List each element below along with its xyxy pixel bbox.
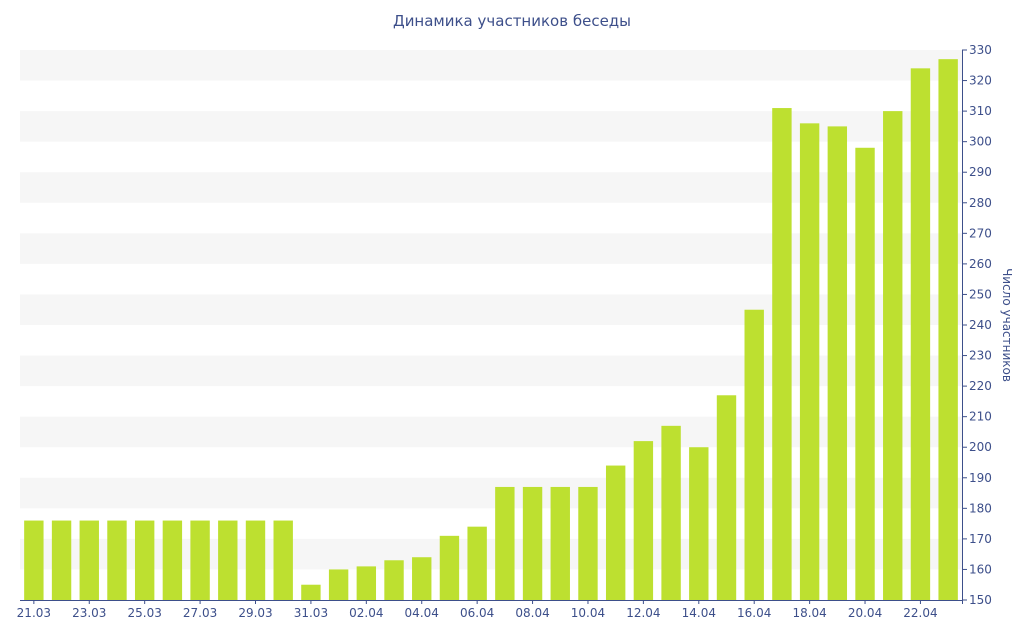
grid-band (20, 355, 962, 387)
grid-band (20, 233, 962, 264)
grid-band (20, 172, 962, 203)
bar-14.04[interactable] (689, 447, 709, 600)
bar-10.04[interactable] (578, 486, 598, 600)
grid-band (20, 294, 962, 325)
bar-20.04[interactable] (855, 147, 875, 600)
bar-17.04[interactable] (772, 108, 792, 601)
grid-band (20, 416, 962, 448)
y-tick-label: 330 (969, 43, 992, 57)
bar-16.04[interactable] (744, 309, 764, 600)
bar-06.04[interactable] (467, 526, 487, 600)
bar-31.03[interactable] (301, 584, 321, 600)
bar-02.04[interactable] (356, 566, 377, 600)
x-axis: 21.03 23.03 25.03 27.03 29.03 31.03 02.04 04.04… (17, 600, 962, 620)
bar-23.04[interactable] (938, 59, 958, 600)
y-tick-label: 300 (969, 135, 992, 149)
y-tick-label: 190 (969, 471, 992, 485)
y-tick-label: 280 (969, 196, 992, 210)
x-tick-label: 21.03 (17, 606, 51, 620)
bar-12.04[interactable] (633, 441, 654, 600)
y-tick-label: 240 (969, 318, 992, 332)
y-tick-label: 250 (969, 287, 992, 301)
bar-08.04[interactable] (522, 486, 543, 600)
y-tick-label: 270 (969, 226, 992, 240)
bar-15.04[interactable] (716, 395, 737, 600)
x-tick-label: 27.03 (183, 606, 217, 620)
bar-03.04[interactable] (384, 560, 404, 600)
bar-23.03[interactable] (79, 520, 99, 600)
y-tick-label: 170 (969, 532, 992, 546)
x-tick-label: 10.04 (571, 606, 605, 620)
y-tick-label: 180 (969, 501, 992, 515)
bar-09.04[interactable] (550, 486, 570, 600)
bar-04.04[interactable] (412, 557, 432, 600)
y-axis: 150 160 170 180 190 200 210 220 230 240 250 260 270 2… (962, 43, 992, 607)
x-tick-label: 02.04 (349, 606, 383, 620)
bar-21.03[interactable] (24, 520, 44, 600)
bar-21.04[interactable] (883, 111, 903, 600)
y-axis-title: Число участников (1000, 268, 1014, 382)
y-tick-label: 200 (969, 440, 992, 454)
x-tick-label: 25.03 (127, 606, 161, 620)
bar-22.04[interactable] (910, 68, 931, 601)
y-tick-label: 290 (969, 165, 992, 179)
bar-19.04[interactable] (827, 126, 848, 600)
bar-24.03[interactable] (107, 520, 127, 600)
x-tick-label: 20.04 (848, 606, 882, 620)
y-tick-label: 150 (969, 593, 992, 607)
grid-band (20, 477, 962, 509)
x-tick-label: 06.04 (460, 606, 494, 620)
y-tick-label: 260 (969, 257, 992, 271)
grid-band (20, 538, 962, 570)
bar-13.04[interactable] (661, 425, 681, 600)
grid-band (20, 111, 962, 142)
bar-26.03[interactable] (162, 520, 183, 600)
x-tick-label: 12.04 (626, 606, 660, 620)
bar-07.04[interactable] (495, 486, 515, 600)
bar-29.03[interactable] (245, 520, 266, 600)
x-tick-label: 14.04 (682, 606, 716, 620)
x-tick-label: 23.03 (72, 606, 106, 620)
chart-title: Динамика участников беседы (392, 12, 632, 30)
x-tick-label: 18.04 (792, 606, 826, 620)
bar-01.04[interactable] (328, 569, 349, 600)
x-tick-label: 16.04 (737, 606, 771, 620)
bar-11.04[interactable] (605, 465, 626, 600)
x-tick-label: 31.03 (294, 606, 328, 620)
bar-25.03[interactable] (134, 520, 155, 600)
y-tick-label: 210 (969, 410, 992, 424)
x-tick-label: 29.03 (238, 606, 272, 620)
x-tick-label: 08.04 (515, 606, 549, 620)
x-tick-label: 22.04 (903, 606, 937, 620)
grid-band (20, 50, 962, 81)
y-tick-label: 160 (969, 562, 992, 576)
bar-22.03[interactable] (51, 520, 72, 600)
bar-05.04[interactable] (439, 535, 460, 600)
bar-18.04[interactable] (799, 123, 820, 600)
bar-27.03[interactable] (190, 520, 210, 600)
y-tick-label: 220 (969, 379, 992, 393)
y-tick-label: 320 (969, 74, 992, 88)
y-tick-label: 230 (969, 349, 992, 363)
x-tick-label: 04.04 (405, 606, 439, 620)
bars (24, 59, 958, 601)
y-tick-label: 310 (969, 104, 992, 118)
grid-bands (20, 50, 962, 570)
bar-30.03[interactable] (273, 520, 293, 600)
bar-28.03[interactable] (218, 520, 238, 600)
